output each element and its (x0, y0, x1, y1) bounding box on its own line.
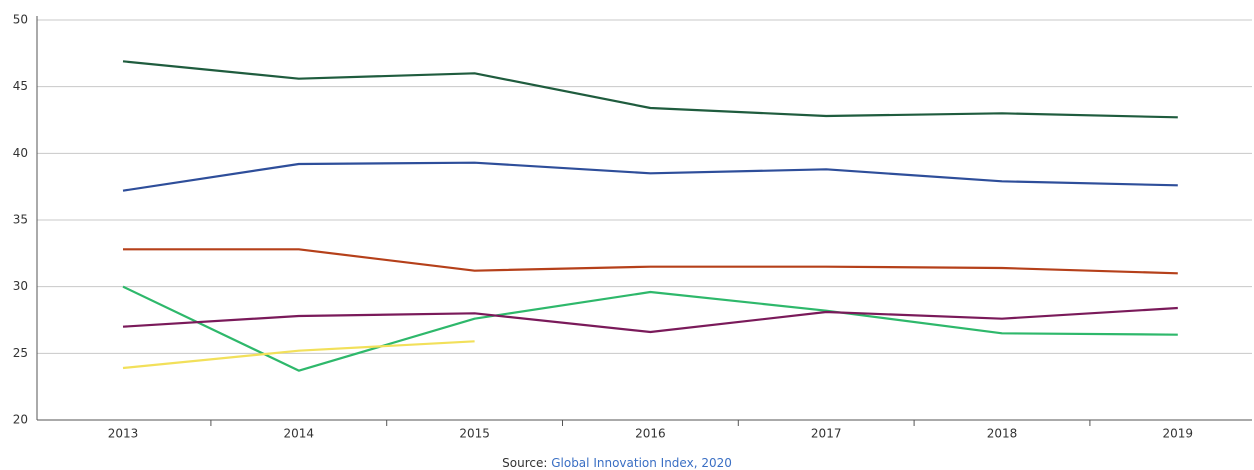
x-tick-label: 2016 (635, 427, 666, 441)
x-tick-label: 2014 (284, 427, 315, 441)
source-label: Source: (502, 456, 547, 470)
x-tick-label: 2018 (987, 427, 1018, 441)
source-link: Global Innovation Index, 2020 (551, 456, 732, 470)
y-tick-label: 25 (13, 346, 28, 360)
source-note: Source: Global Innovation Index, 2020 (502, 456, 732, 470)
y-tick-label: 20 (13, 413, 28, 427)
x-tick-label: 2017 (811, 427, 842, 441)
series-line (122, 60, 1178, 119)
y-tick-label: 50 (13, 13, 28, 27)
x-tick-label: 2019 (1163, 427, 1194, 441)
series-line (122, 161, 1178, 192)
x-tick-label: 2015 (459, 427, 490, 441)
series-line (122, 306, 1178, 334)
y-tick-label: 35 (13, 213, 28, 227)
series-line (122, 340, 475, 370)
y-tick-label: 30 (13, 279, 28, 293)
y-tick-label: 45 (13, 79, 28, 93)
x-tick-label: 2013 (108, 427, 139, 441)
y-tick-label: 40 (13, 146, 28, 160)
series-line (122, 285, 1178, 372)
series-line (123, 248, 1178, 275)
